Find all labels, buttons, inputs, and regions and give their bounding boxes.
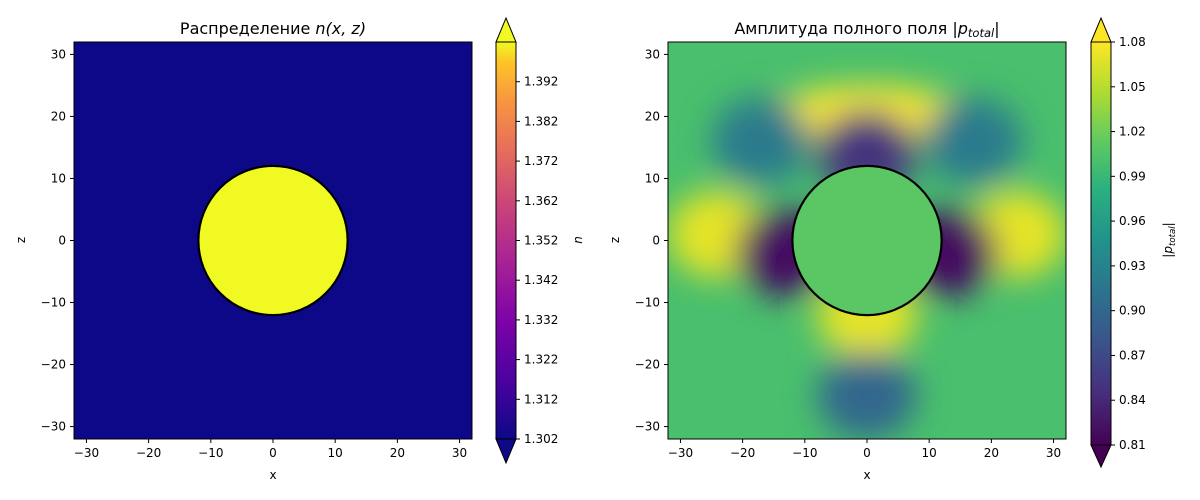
left-chart-title: Распределение n(x, z) <box>180 19 366 38</box>
left-x-tick-label: 20 <box>390 446 405 460</box>
left-colorbar-tick-label: 1.302 <box>524 432 558 446</box>
left-y-tick-label: −20 <box>41 358 66 372</box>
right-chart-title: Амплитуда полного поля |ptotal| <box>734 19 999 40</box>
left-x-tick-label: 0 <box>269 446 277 460</box>
right-x-tick-label: 10 <box>922 446 937 460</box>
right-colorbar-tick-label: 1.08 <box>1119 35 1146 49</box>
right-field-feature-9 <box>922 97 1023 185</box>
right-x-tick-label: 0 <box>863 446 871 460</box>
left-y-axis-label: z <box>14 237 28 243</box>
right-y-tick-label: −30 <box>635 420 660 434</box>
right-colorbar-tick-label: 0.99 <box>1119 169 1146 183</box>
right-colorbar-extend-top <box>1090 16 1112 43</box>
left-colorbar-tick-label: 1.312 <box>524 392 558 406</box>
right-y-tick-label: 20 <box>645 109 660 123</box>
left-colorbar-tick-label: 1.362 <box>524 194 558 208</box>
right-x-tick-label: −30 <box>668 446 693 460</box>
right-x-axis-label: x <box>863 468 870 482</box>
right-colorbar-tick-label: 0.81 <box>1119 438 1146 452</box>
right-colorbar-label: |ptotal| <box>1161 222 1178 257</box>
right-colorbar-extend-bottom <box>1090 444 1112 469</box>
right-y-tick-label: 10 <box>645 171 660 185</box>
left-colorbar-tick-label: 1.332 <box>524 313 558 327</box>
right-field-feature-8 <box>711 97 812 185</box>
left-colorbar-label: n <box>571 236 585 244</box>
left-scatterer-circle <box>197 164 349 317</box>
right-colorbar-tick-label: 0.90 <box>1119 304 1146 318</box>
left-colorbar-tick-label: 1.392 <box>524 75 558 89</box>
left-colorbar-gradient <box>495 41 517 440</box>
right-scatterer-circle <box>791 164 943 317</box>
right-panel: Амплитуда полного поля |ptotal| −30 −20 −1… <box>608 16 1178 482</box>
right-y-tick-label: 0 <box>652 234 660 248</box>
right-colorbar-tick-label: 0.93 <box>1119 259 1146 273</box>
right-colorbar-tick-label: 1.02 <box>1119 125 1146 139</box>
right-colorbar: 0.81 0.84 0.87 0.90 0.93 0.96 0.99 1.02 1.05 1.08… <box>1090 16 1178 469</box>
left-x-tick-label: 30 <box>452 446 467 460</box>
right-y-tick-label: −20 <box>635 358 660 372</box>
left-colorbar-tick-label: 1.372 <box>524 154 558 168</box>
right-x-tick-label: 20 <box>984 446 999 460</box>
right-colorbar-tick-label: 0.84 <box>1119 393 1146 407</box>
left-y-tick-label: 20 <box>51 109 66 123</box>
right-colorbar-gradient <box>1090 41 1112 446</box>
right-y-tick-label: −10 <box>635 296 660 310</box>
right-y-tick-label: 30 <box>645 47 660 61</box>
left-x-tick-label: −20 <box>136 446 161 460</box>
right-field-feature-7 <box>817 352 917 439</box>
left-x-axis-label: x <box>269 468 276 482</box>
left-x-tick-label: −10 <box>198 446 223 460</box>
right-x-tick-label: 30 <box>1046 446 1061 460</box>
left-colorbar-tick-label: 1.342 <box>524 273 558 287</box>
right-x-tick-label: −20 <box>730 446 755 460</box>
left-y-tick-label: 30 <box>51 47 66 61</box>
right-y-axis-label: z <box>608 237 622 243</box>
left-colorbar-tick-label: 1.352 <box>524 234 558 248</box>
left-y-tick-label: 0 <box>58 234 66 248</box>
right-colorbar-tick-label: 0.96 <box>1119 214 1146 228</box>
right-colorbar-tick-label: 1.05 <box>1119 80 1146 94</box>
right-title-prefix: Амплитуда полного поля <box>734 19 952 38</box>
left-colorbar-extend-top <box>495 16 517 43</box>
left-colorbar: 1.302 1.312 1.322 1.332 1.342 1.352 1.362 1.372… <box>495 16 585 465</box>
left-title-math: n(x, z) <box>315 19 366 38</box>
left-colorbar-tick-label: 1.322 <box>524 353 558 367</box>
left-colorbar-tick-label: 1.382 <box>524 114 558 128</box>
left-y-tick-label: −10 <box>41 296 66 310</box>
right-x-tick-label: −10 <box>792 446 817 460</box>
right-title-math: |ptotal| <box>952 19 999 40</box>
left-y-tick-label: 10 <box>51 171 66 185</box>
right-colorbar-tick-label: 0.87 <box>1119 348 1146 362</box>
left-title-prefix: Распределение <box>180 19 315 38</box>
left-panel: Распределение n(x, z) −30 −20 −10 0 10 20 30 −… <box>14 16 585 482</box>
left-x-tick-label: 10 <box>328 446 343 460</box>
left-y-tick-label: −30 <box>41 420 66 434</box>
left-x-tick-label: −30 <box>74 446 99 460</box>
left-colorbar-extend-bottom <box>495 438 517 465</box>
